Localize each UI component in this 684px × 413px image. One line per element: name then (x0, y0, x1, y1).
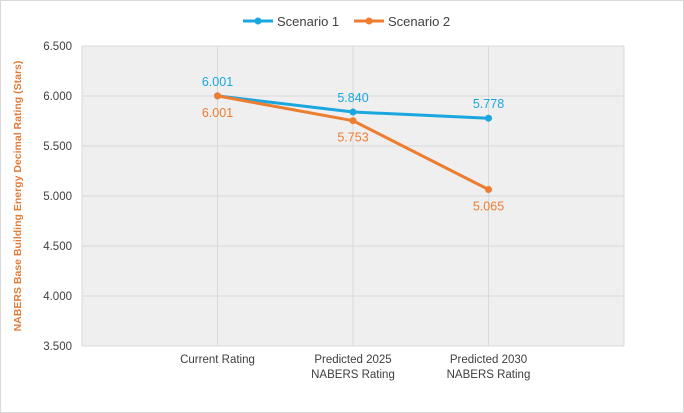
legend-swatch-marker (254, 17, 262, 25)
legend-label: Scenario 1 (277, 14, 339, 29)
x-axis: Current Rating Predicted 2025 NABERS Ratin… (180, 354, 530, 381)
data-label: 5.778 (473, 97, 504, 111)
y-axis: 3.500 4.000 4.500 5.000 5.500 6.000 6.500 (43, 41, 72, 353)
y-tick-label: 6.500 (43, 41, 72, 53)
y-axis-label: NABERS Base Building Energy Decimal Rati… (12, 61, 24, 332)
x-tick-label-line: Predicted 2025 (314, 354, 391, 366)
x-tick-label-line: NABERS Rating (311, 369, 395, 381)
y-tick-label: 5.500 (43, 141, 72, 153)
y-tick-label: 4.000 (43, 291, 72, 303)
data-label: 5.753 (337, 131, 368, 145)
y-tick-label: 4.500 (43, 241, 72, 253)
x-tick-label-line: Current Rating (180, 354, 255, 366)
data-point (485, 114, 492, 122)
data-point (485, 186, 492, 193)
x-tick-label-line: NABERS Rating (447, 369, 531, 381)
legend-label: Scenario 2 (388, 14, 450, 29)
x-tick-label: Predicted 2025 NABERS Rating (311, 354, 395, 381)
data-label: 6.001 (202, 75, 233, 89)
data-point (349, 117, 357, 125)
data-label: 6.001 (202, 106, 233, 120)
x-tick-label: Predicted 2030 NABERS Rating (447, 354, 531, 381)
data-label: 5.065 (473, 200, 504, 214)
data-labels: 6.001 5.840 5.778 6.001 5.753 5.065 (202, 75, 504, 214)
y-tick-label: 5.000 (43, 191, 72, 203)
series-group (214, 92, 492, 193)
legend-swatch-marker (365, 17, 373, 25)
legend: Scenario 1 Scenario 2 (243, 14, 450, 29)
x-tick-label: Current Rating (180, 354, 255, 366)
data-point (214, 92, 221, 100)
data-label: 5.840 (337, 91, 368, 105)
data-point (349, 108, 357, 116)
y-tick-label: 6.000 (43, 91, 72, 103)
y-tick-label: 3.500 (43, 341, 72, 353)
x-tick-label-line: Predicted 2030 (450, 354, 527, 366)
